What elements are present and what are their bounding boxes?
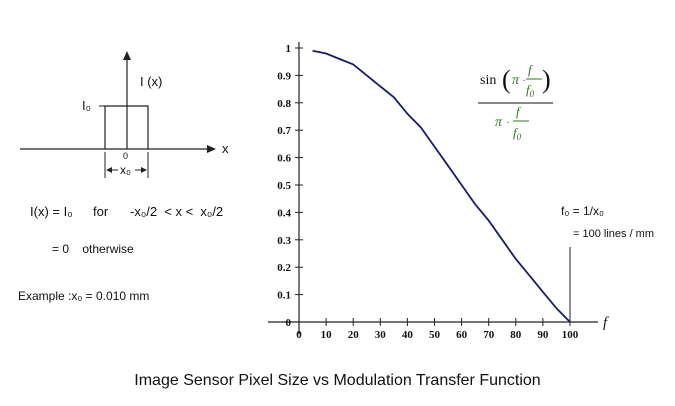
- width-right-arrow-icon: [141, 167, 147, 173]
- pulse-width-label: x₀: [120, 163, 131, 177]
- formula-sin: sin: [480, 73, 496, 88]
- f0-definition: f₀ = 1/x₀: [561, 204, 604, 218]
- mtf-formula: sin ( π · f f0 ) π · f f0: [478, 62, 553, 142]
- rect-pulse-panel: I (x) x I₀ 0 x₀ I(x) = I₀ for -x₀/2 < x …: [0, 0, 260, 330]
- x-tick-label: 30: [375, 329, 387, 341]
- pulse-y-arrow-icon: [123, 51, 131, 60]
- formula-den-f: f: [516, 104, 522, 119]
- x-tick-label: 40: [402, 329, 414, 341]
- formula-den-dot: ·: [506, 115, 510, 129]
- pulse-origin-label: 0: [123, 151, 129, 161]
- figure-caption: Image Sensor Pixel Size vs Modulation Tr…: [134, 372, 541, 389]
- pulse-shape: [104, 105, 149, 149]
- pulse-y-label: I (x): [140, 74, 163, 89]
- definition-lhs: I(x) = I₀: [30, 204, 73, 219]
- f0-value: = 100 lines / mm: [573, 228, 655, 240]
- x-tick-label: 100: [562, 329, 579, 341]
- x-tick-label: 80: [510, 329, 522, 341]
- mtf-curve: [312, 49, 571, 323]
- x-tick-label: 0: [296, 329, 302, 341]
- x-tick-label: 60: [456, 329, 468, 341]
- pulse-height-label: I₀: [82, 98, 92, 113]
- example-text: Example :x₀ = 0.010 mm: [18, 289, 150, 303]
- y-tick-label: 0.6: [277, 153, 291, 165]
- rect-pulse-diagram: [20, 51, 216, 178]
- formula-f0: f0: [526, 82, 535, 99]
- y-tick-label: 0: [286, 317, 292, 329]
- formula-f: f: [528, 62, 534, 77]
- chart-ticks: 00.10.20.30.40.50.60.70.80.910 10 20 30 40 50…: [277, 43, 579, 341]
- y-tick-label: 0.7: [277, 125, 291, 137]
- formula-dot: ·: [522, 73, 526, 87]
- x-tick-label: 70: [483, 329, 495, 341]
- y-tick-label: 0.3: [277, 235, 291, 247]
- x-tick-label: 20: [348, 329, 360, 341]
- formula-paren-right: ): [542, 65, 551, 94]
- y-tick-label: 0.4: [277, 207, 291, 219]
- pulse-x-arrow-icon: [207, 145, 216, 153]
- width-left-arrow-icon: [106, 167, 112, 173]
- x-tick-label: 90: [537, 329, 549, 341]
- pulse-x-label: x: [222, 141, 229, 156]
- x-tick-label: 10: [321, 329, 333, 341]
- formula-pi: π: [512, 73, 520, 88]
- formula-den-pi: π: [495, 115, 503, 130]
- x-tick-label: 50: [429, 329, 441, 341]
- y-tick-label: 0.1: [277, 290, 291, 302]
- formula-paren-left: (: [502, 65, 511, 94]
- y-tick-label: 0.5: [277, 180, 291, 192]
- definition-range: -x₀/2 < x < x₀/2: [130, 204, 224, 219]
- x-axis-label: f: [603, 315, 609, 331]
- formula-den-f0: f0: [513, 125, 522, 142]
- y-tick-label: 1: [286, 43, 292, 55]
- y-tick-label: 0.9: [277, 70, 291, 82]
- y-tick-label: 0.2: [277, 262, 291, 274]
- mtf-chart: 00.10.20.30.40.50.60.70.80.910 10 20 30 40 50…: [268, 42, 609, 341]
- y-tick-label: 0.8: [277, 98, 291, 110]
- definition-otherwise: = 0 otherwise: [52, 242, 134, 256]
- definition-for: for: [93, 204, 109, 219]
